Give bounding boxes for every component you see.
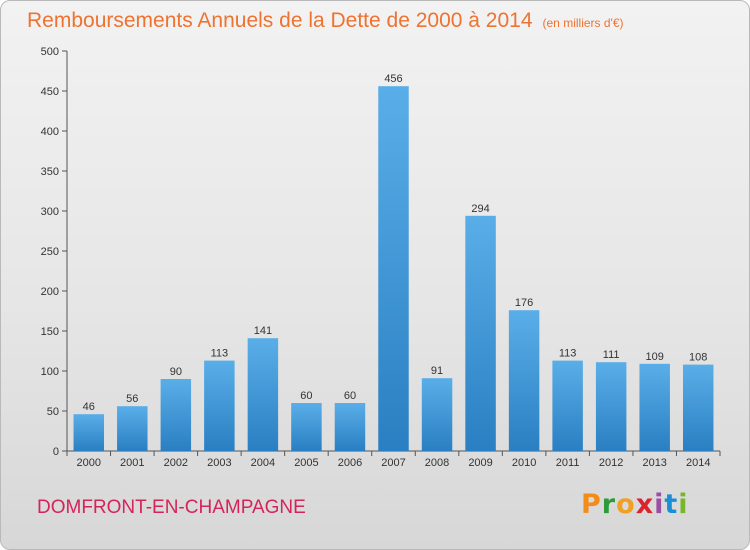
bar	[334, 403, 366, 451]
chart-bars	[73, 86, 714, 451]
y-tick-label: 100	[41, 366, 59, 378]
y-tick-label: 450	[41, 86, 59, 98]
y-tick-label: 50	[47, 406, 59, 418]
bar	[378, 86, 409, 451]
bar	[291, 403, 322, 451]
x-tick-label: 2007	[381, 457, 405, 469]
data-label: 294	[471, 203, 489, 215]
data-label: 60	[344, 390, 356, 402]
data-label: 108	[689, 352, 707, 364]
x-tick-label: 2002	[164, 457, 188, 469]
proxiti-logo[interactable]: Proxiti	[581, 489, 689, 520]
data-label: 113	[211, 348, 229, 360]
bar	[247, 338, 279, 451]
y-tick-label: 0	[53, 446, 59, 458]
x-tick-label: 2014	[686, 457, 710, 469]
bar	[117, 406, 148, 451]
y-tick-label: 500	[41, 46, 59, 58]
x-tick-label: 2001	[120, 457, 144, 469]
bar	[421, 378, 453, 451]
chart-unit: (en milliers d'€)	[542, 16, 624, 30]
x-tick-label: 2008	[425, 457, 449, 469]
logo-letter: x	[635, 489, 655, 520]
logo-letter: i	[678, 489, 689, 520]
logo-letter: r	[601, 489, 617, 520]
chart-title: Remboursements Annuels de la Dette de 20…	[27, 9, 624, 33]
bar	[465, 215, 496, 451]
bar	[639, 363, 670, 451]
logo-letter: i	[654, 489, 665, 520]
chart-title-text: Remboursements Annuels de la Dette de 20…	[27, 9, 533, 32]
data-label: 176	[515, 297, 533, 309]
y-tick-label: 300	[41, 206, 59, 218]
data-label: 56	[126, 393, 138, 405]
bar	[73, 414, 105, 451]
logo-letter: t	[664, 489, 679, 520]
x-tick-label: 2005	[294, 457, 318, 469]
bar	[595, 362, 627, 451]
data-label: 109	[646, 351, 664, 363]
x-tick-label: 2009	[468, 457, 492, 469]
x-tick-label: 2012	[599, 457, 623, 469]
x-tick-label: 2011	[556, 457, 580, 469]
y-tick-label: 150	[41, 326, 59, 338]
data-label: 113	[559, 348, 577, 360]
data-label: 91	[431, 365, 443, 377]
x-tick-label: 2000	[77, 457, 101, 469]
logo-letter: o	[616, 489, 636, 520]
x-tick-label: 2003	[207, 457, 231, 469]
data-label: 141	[254, 325, 272, 337]
x-tick-label: 2010	[512, 457, 536, 469]
data-label: 60	[300, 390, 312, 402]
y-tick-label: 250	[41, 246, 59, 258]
bar	[204, 360, 235, 451]
data-label: 46	[83, 401, 95, 413]
bar	[160, 379, 192, 451]
chart-labels: 2000 46 2001 56 2002 90 2003 113 2004 141 2005 60 20…	[77, 73, 711, 469]
commune-name: DOMFRONT-EN-CHAMPAGNE	[37, 497, 306, 518]
x-tick-label: 2006	[338, 457, 362, 469]
bar	[552, 360, 583, 451]
y-tick-label: 400	[41, 126, 59, 138]
y-tick-label: 200	[41, 286, 59, 298]
data-label: 90	[170, 366, 182, 378]
x-tick-label: 2013	[642, 457, 666, 469]
bar	[682, 364, 714, 451]
y-tick-label: 350	[41, 166, 59, 178]
x-tick-label: 2004	[251, 457, 275, 469]
data-label: 111	[603, 349, 620, 361]
data-label: 456	[384, 73, 402, 85]
logo-letter: P	[581, 489, 602, 520]
bar	[508, 310, 540, 451]
